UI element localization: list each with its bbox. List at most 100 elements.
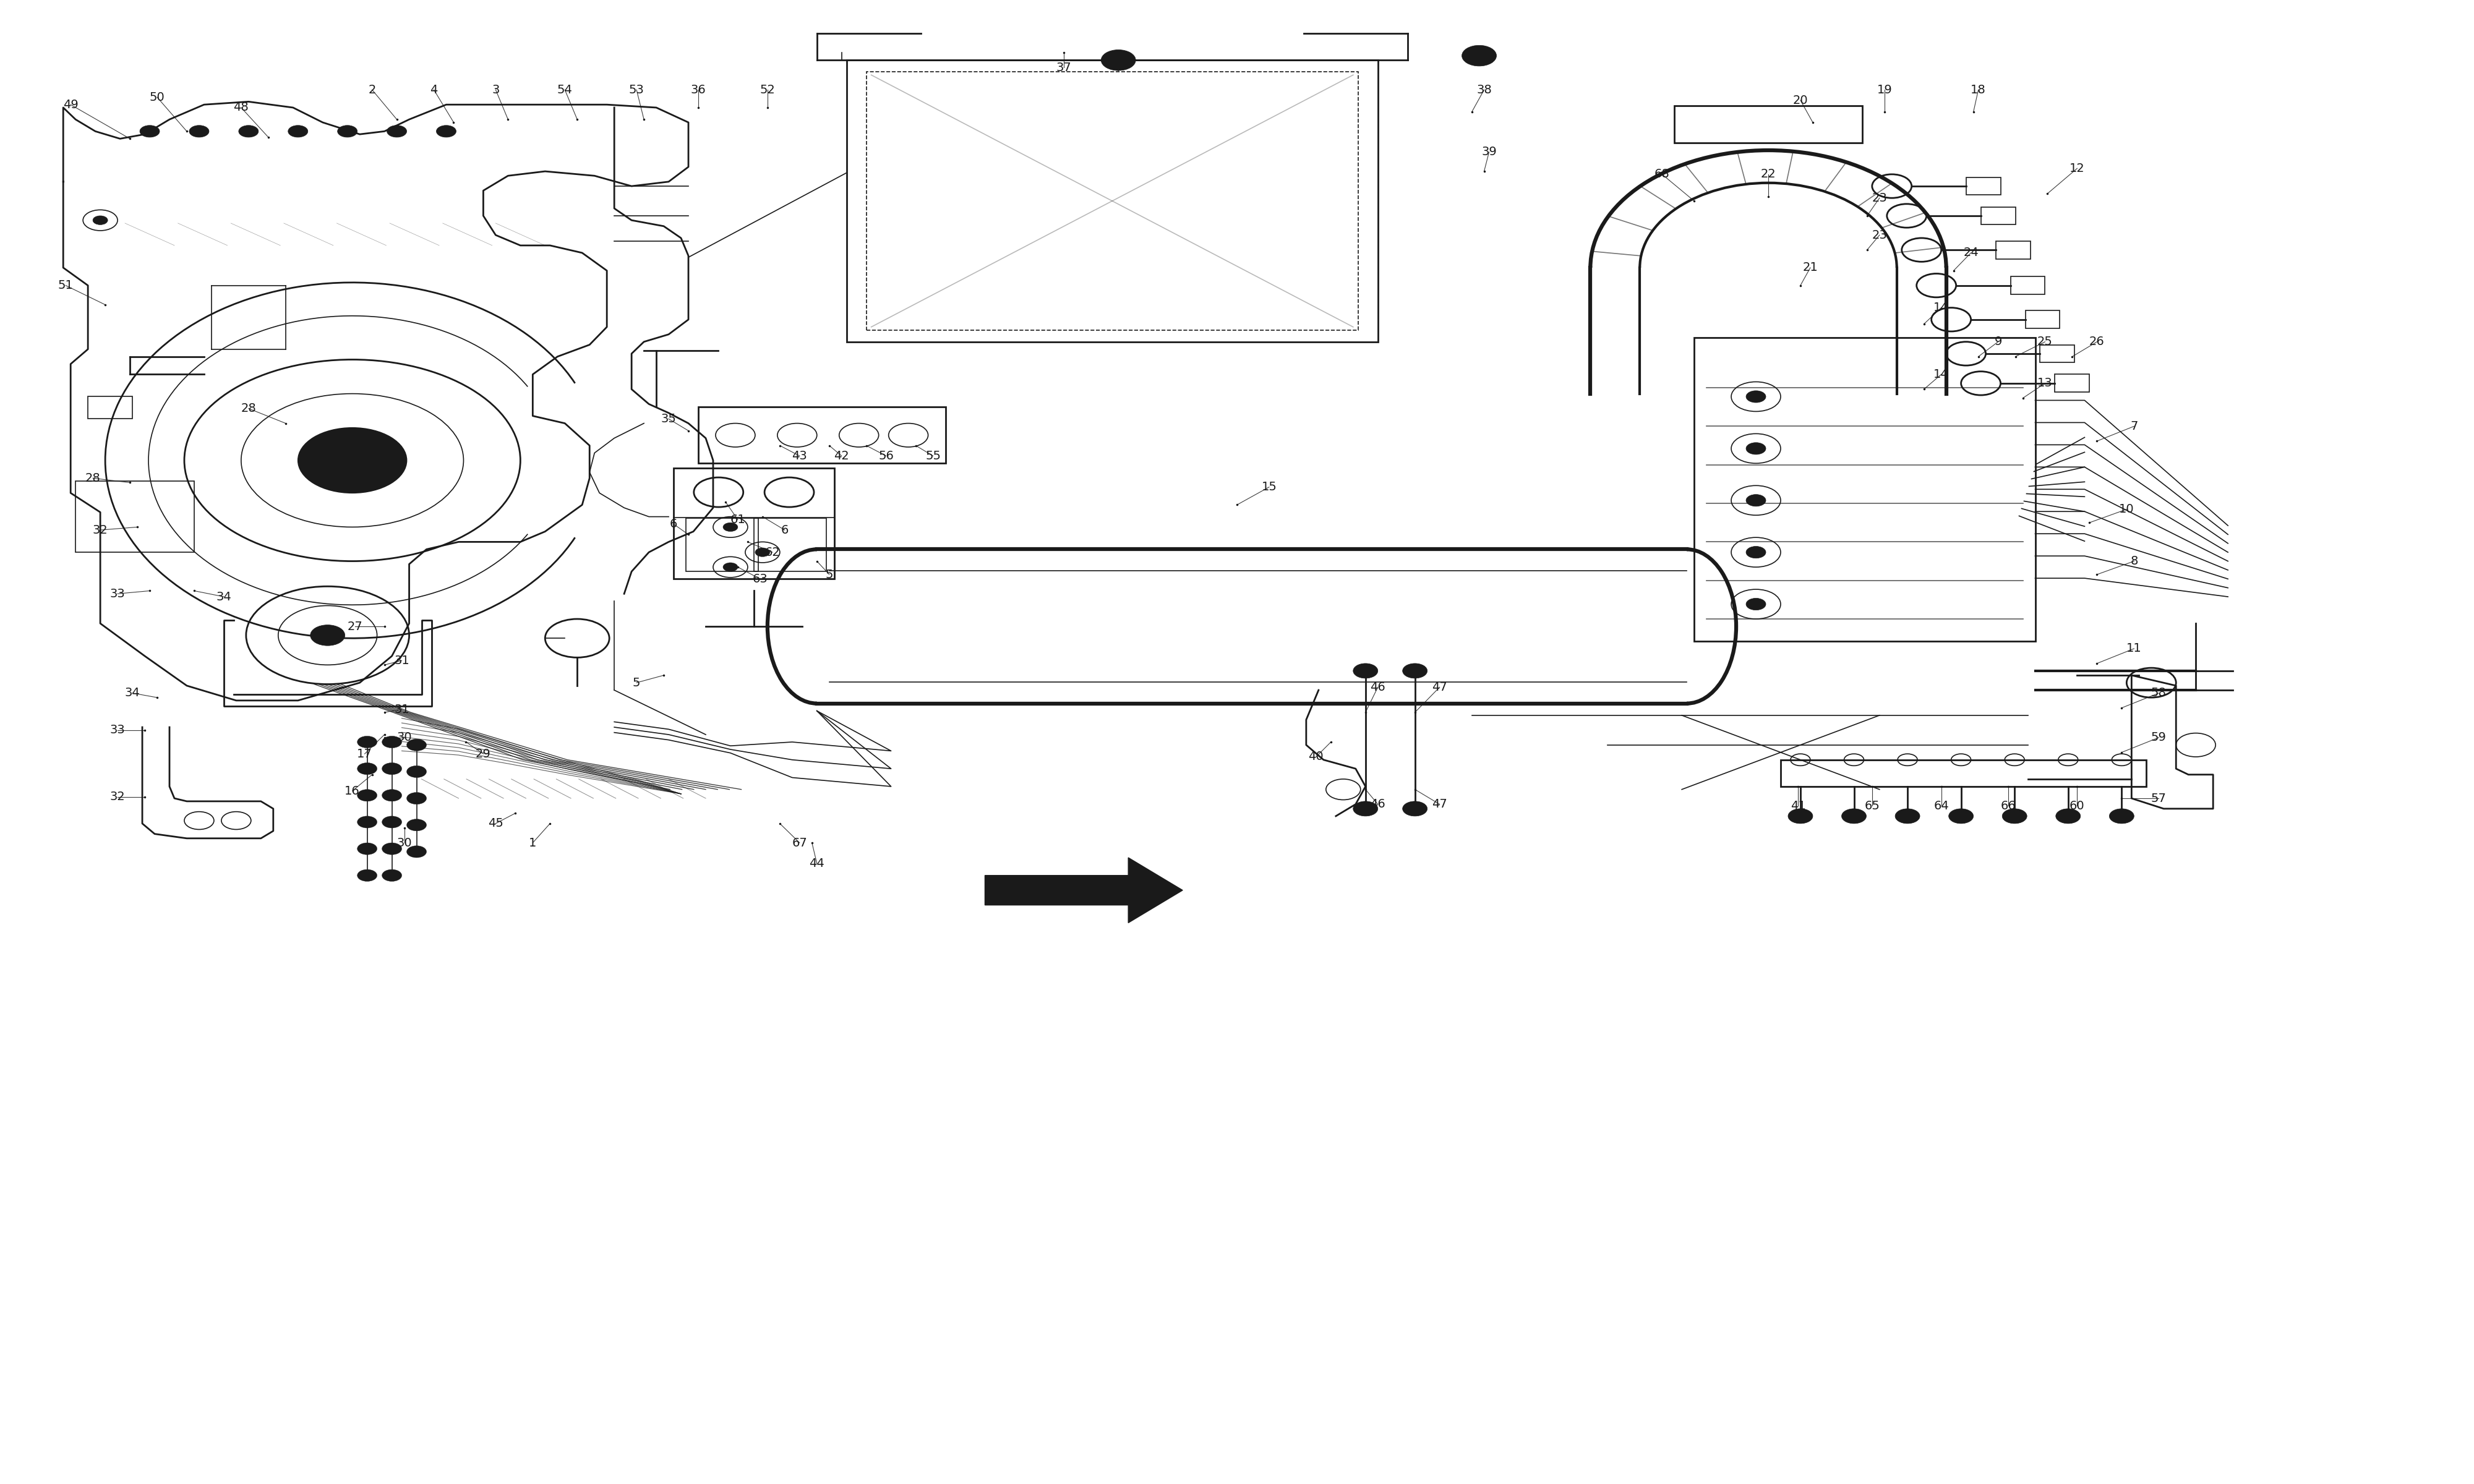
Circle shape (381, 870, 401, 881)
Text: 19: 19 (1878, 85, 1893, 95)
Text: 5: 5 (826, 568, 834, 580)
Circle shape (356, 870, 376, 881)
Text: 59: 59 (2150, 732, 2167, 743)
Circle shape (755, 548, 769, 556)
Circle shape (1353, 663, 1378, 678)
Circle shape (1462, 46, 1497, 67)
Text: 9: 9 (1994, 335, 2001, 347)
Text: 46: 46 (1371, 798, 1385, 810)
Circle shape (1101, 50, 1136, 71)
Circle shape (188, 125, 208, 137)
Text: 8: 8 (2130, 555, 2138, 567)
Circle shape (356, 789, 376, 801)
Bar (755, 518, 826, 571)
Circle shape (1403, 663, 1427, 678)
Text: 67: 67 (792, 837, 807, 849)
Circle shape (406, 846, 426, 858)
Text: 56: 56 (878, 450, 893, 462)
Text: 38: 38 (1477, 85, 1492, 95)
Circle shape (356, 736, 376, 748)
Bar (2011, 276, 2046, 294)
Text: 50: 50 (148, 92, 166, 102)
Text: 22: 22 (1761, 168, 1776, 180)
Text: 55: 55 (925, 450, 940, 462)
Text: 26: 26 (2091, 335, 2105, 347)
Text: 33: 33 (109, 588, 126, 600)
Text: 63: 63 (752, 573, 767, 585)
Text: 44: 44 (809, 858, 824, 870)
Circle shape (1789, 809, 1813, 824)
Text: 30: 30 (396, 837, 411, 849)
Circle shape (287, 125, 307, 137)
Circle shape (722, 522, 737, 531)
Text: 42: 42 (834, 450, 849, 462)
Text: 36: 36 (690, 85, 705, 95)
Text: 15: 15 (1262, 481, 1277, 493)
Text: 17: 17 (356, 748, 374, 760)
Text: 43: 43 (792, 450, 807, 462)
Circle shape (1747, 442, 1766, 454)
Text: 10: 10 (2120, 503, 2135, 515)
Text: 51: 51 (57, 279, 74, 291)
Circle shape (381, 816, 401, 828)
Bar (846, 61, 1378, 341)
Circle shape (1841, 809, 1865, 824)
Text: 14: 14 (1935, 368, 1950, 380)
Circle shape (1950, 809, 1974, 824)
Circle shape (94, 215, 109, 224)
Text: 28: 28 (240, 402, 257, 414)
Circle shape (1747, 390, 1766, 402)
Text: 4: 4 (430, 85, 438, 95)
Bar (1695, 337, 2036, 641)
Circle shape (386, 125, 406, 137)
Text: 49: 49 (62, 99, 79, 110)
Text: 24: 24 (1964, 246, 1979, 258)
Text: 1: 1 (529, 837, 537, 849)
Circle shape (406, 739, 426, 751)
Circle shape (381, 763, 401, 775)
Circle shape (2110, 809, 2135, 824)
Circle shape (381, 789, 401, 801)
Bar (1675, 105, 1863, 142)
Text: 16: 16 (344, 785, 361, 797)
Text: 48: 48 (233, 102, 250, 113)
Text: 45: 45 (487, 818, 502, 830)
Circle shape (406, 766, 426, 778)
Text: 64: 64 (1935, 800, 1950, 812)
Text: 62: 62 (764, 546, 779, 558)
Text: 30: 30 (396, 732, 411, 743)
Text: 6: 6 (782, 524, 789, 536)
Text: 11: 11 (2125, 643, 2142, 654)
Text: 32: 32 (109, 791, 126, 803)
Text: 32: 32 (92, 524, 109, 536)
Text: 27: 27 (346, 620, 364, 632)
Bar (89, 396, 134, 418)
Circle shape (1353, 801, 1378, 816)
Bar (673, 467, 834, 579)
Bar (1781, 760, 2147, 787)
Circle shape (406, 792, 426, 804)
Circle shape (406, 819, 426, 831)
Text: 14: 14 (1935, 301, 1950, 313)
Text: 58: 58 (2150, 687, 2167, 699)
Text: 31: 31 (393, 654, 408, 666)
Text: 40: 40 (1309, 751, 1324, 763)
Text: 53: 53 (628, 85, 643, 95)
Bar (77, 481, 193, 552)
Polygon shape (985, 858, 1183, 923)
Text: 47: 47 (1432, 798, 1447, 810)
Text: 46: 46 (1371, 681, 1385, 693)
Text: 52: 52 (760, 85, 774, 95)
Text: 21: 21 (1804, 261, 1818, 273)
Circle shape (2056, 809, 2081, 824)
Text: 35: 35 (661, 413, 675, 424)
Circle shape (336, 125, 356, 137)
Bar (2056, 374, 2091, 392)
Text: 12: 12 (2071, 162, 2086, 174)
Circle shape (297, 427, 406, 493)
Text: 5: 5 (633, 677, 641, 689)
Text: 65: 65 (1865, 800, 1880, 812)
Circle shape (1747, 494, 1766, 506)
Circle shape (238, 125, 257, 137)
Text: 2: 2 (369, 85, 376, 95)
